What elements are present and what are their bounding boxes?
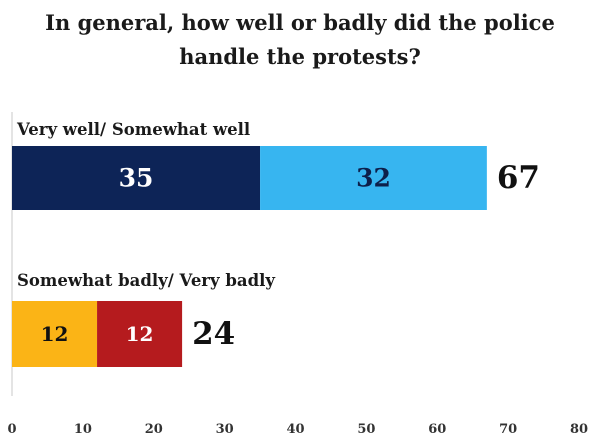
x-tick-label-3: 30	[216, 422, 234, 437]
group-label-badly: Somewhat badly/ Very badly	[17, 271, 275, 290]
bar-value-label-1-1: 12	[126, 322, 154, 346]
x-tick-label-0: 0	[7, 422, 16, 437]
group-label-well: Very well/ Somewhat well	[16, 120, 250, 139]
bars-layer: 35 32 67 12 12 24	[12, 146, 540, 367]
bar-segment-1-0	[12, 301, 98, 367]
x-tick-label-4: 40	[286, 422, 304, 437]
x-tick-label-2: 20	[145, 422, 163, 437]
bar-segment-0-0	[12, 146, 261, 210]
x-tick-label-6: 60	[428, 422, 446, 437]
bar-total-label-1: 24	[192, 316, 235, 352]
x-tick-label-1: 10	[74, 422, 92, 437]
chart-title-line-1: In general, how well or badly did the po…	[45, 10, 555, 35]
chart-title-line-2: handle the protests?	[179, 44, 421, 69]
bar-segment-0-1	[260, 146, 487, 210]
bar-segment-1-1	[97, 301, 183, 367]
x-tick-label-5: 50	[357, 422, 375, 437]
x-axis-ticks: 0 10 20 30 40 50 60 70 80	[7, 422, 588, 437]
bar-total-label-0: 67	[497, 160, 540, 196]
x-tick-label-8: 80	[570, 422, 588, 437]
bar-value-label-0-0: 35	[119, 164, 154, 193]
bar-value-label-0-1: 32	[356, 164, 391, 193]
bar-value-label-1-0: 12	[41, 322, 69, 346]
x-tick-label-7: 70	[499, 422, 517, 437]
